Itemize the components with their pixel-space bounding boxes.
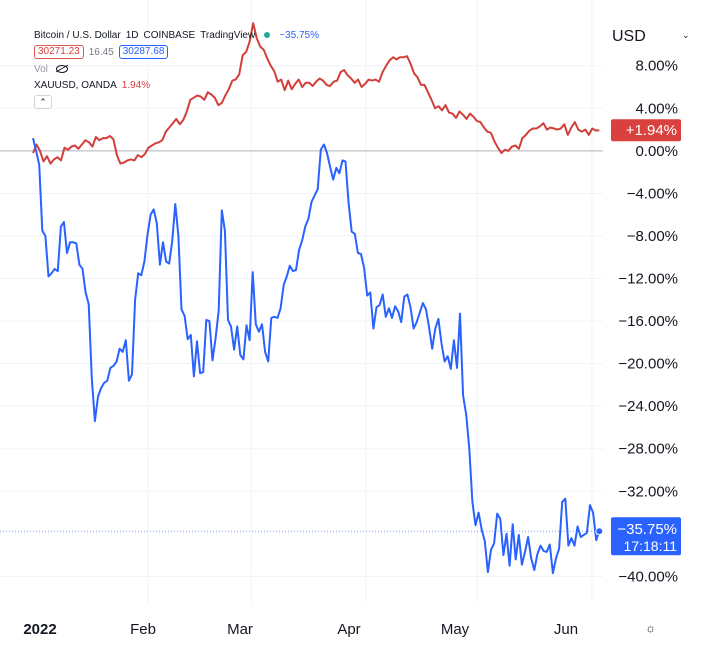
- time-axis[interactable]: 2022 Feb Mar Apr May Jun: [23, 621, 578, 638]
- gear-icon[interactable]: ☼: [645, 621, 656, 635]
- x-tick-label: Apr: [337, 621, 360, 638]
- gold-last-label: +1.94%: [626, 122, 677, 139]
- compare-series-legend[interactable]: XAUUSD, OANDA 1.94%: [34, 78, 319, 92]
- chart-legend: Bitcoin / U.S. Dollar 1D COINBASE Tradin…: [34, 28, 319, 109]
- x-tick-label: 2022: [23, 621, 56, 638]
- y-tick-label: 8.00%: [635, 58, 678, 75]
- spread: 16.45: [88, 46, 114, 58]
- y-tick-label: −4.00%: [627, 185, 678, 202]
- y-tick-label: −24.00%: [618, 398, 678, 415]
- chevron-up-icon[interactable]: ⌃: [34, 95, 52, 109]
- market-status-icon: [264, 32, 271, 38]
- currency-label[interactable]: USD: [612, 28, 646, 45]
- bitcoin-last-label: −35.75%: [617, 521, 677, 538]
- symbol-name[interactable]: Bitcoin / U.S. Dollar: [34, 29, 121, 41]
- y-tick-label: −28.00%: [618, 441, 678, 458]
- bitcoin-last-point: [595, 527, 604, 536]
- y-tick-label: 0.00%: [635, 143, 678, 160]
- y-tick-label: −8.00%: [627, 228, 678, 245]
- y-tick-label: −20.00%: [618, 356, 678, 373]
- bid-ask-row: 30271.23 16.45 30287.68: [34, 45, 319, 59]
- y-tick-label: 4.00%: [635, 100, 678, 117]
- exchange: COINBASE: [143, 29, 196, 41]
- gold-last-label-bg: [611, 119, 681, 142]
- change-percent: −35.75%: [279, 29, 319, 41]
- volume-label: Vol: [34, 63, 48, 75]
- data-source: TradingView: [200, 29, 256, 41]
- bar-countdown-label: 17:18:11: [624, 538, 678, 554]
- bitcoin-last-label-bg: [611, 517, 681, 556]
- x-tick-label: Feb: [130, 621, 156, 638]
- volume-legend[interactable]: Vol: [34, 62, 319, 76]
- y-tick-label: −40.00%: [618, 568, 678, 585]
- eye-hidden-icon[interactable]: [55, 65, 68, 73]
- chevron-down-icon[interactable]: ⌄: [682, 30, 690, 40]
- y-tick-label: −16.00%: [618, 313, 678, 330]
- compare-symbol[interactable]: XAUUSD, OANDA: [34, 79, 117, 91]
- bid-price[interactable]: 30271.23: [34, 45, 84, 59]
- last-price-line: [0, 527, 604, 536]
- bitcoin-series-line: [32, 137, 601, 575]
- last-value-labels: +1.94% −35.75%17:18:11: [611, 119, 681, 556]
- series-layer: [32, 22, 601, 575]
- main-series-legend[interactable]: Bitcoin / U.S. Dollar 1D COINBASE Tradin…: [34, 28, 319, 42]
- x-tick-label: Jun: [554, 621, 578, 638]
- y-tick-label: −12.00%: [618, 271, 678, 288]
- compare-change-percent: 1.94%: [121, 79, 151, 91]
- y-tick-label: −32.00%: [618, 483, 678, 500]
- x-tick-label: May: [441, 621, 470, 638]
- x-tick-label: Mar: [227, 621, 253, 638]
- interval: 1D: [125, 29, 139, 41]
- gold-series-line: [32, 22, 600, 165]
- ask-price[interactable]: 30287.68: [118, 45, 169, 59]
- price-axis[interactable]: 8.00% 4.00% 0.00% −4.00% −8.00% −12.00% −16.00…: [618, 58, 678, 586]
